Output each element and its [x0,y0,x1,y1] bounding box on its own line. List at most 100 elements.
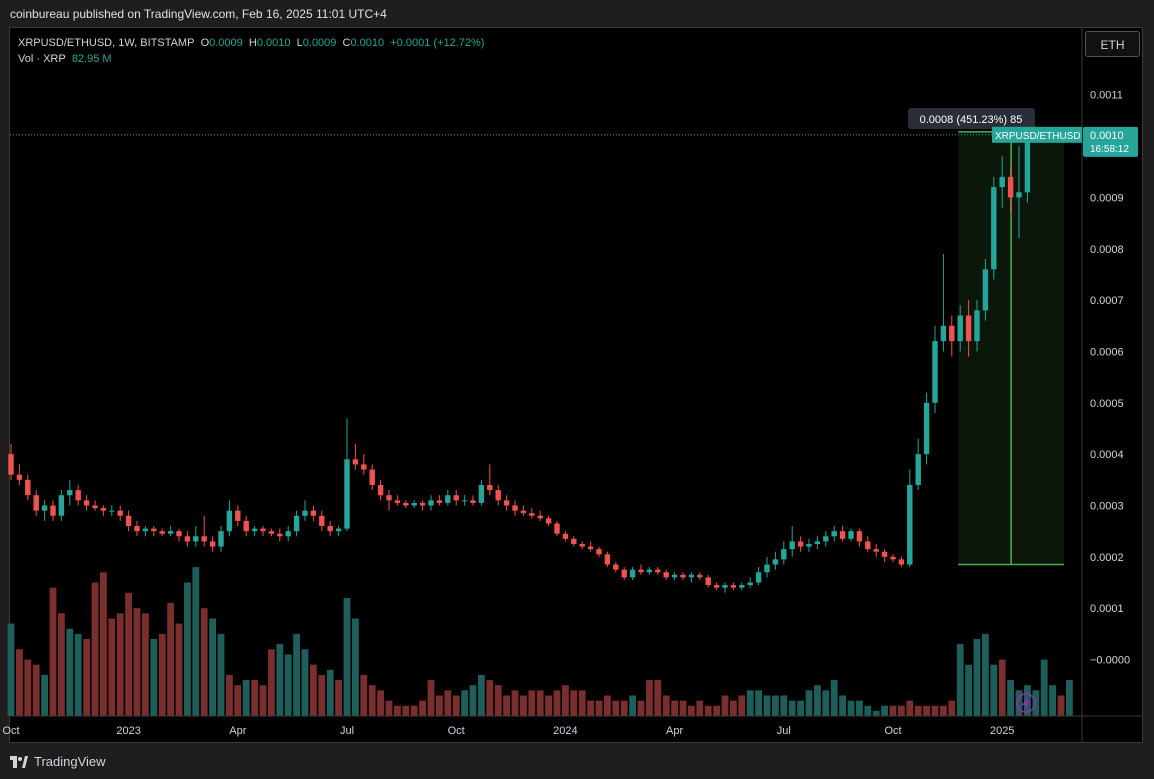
volume-bar [612,700,620,716]
volume-bar [1032,690,1040,716]
candle-body [327,526,333,532]
change-value: +0.0001 (+12.72%) [390,37,485,49]
volume-bar [217,633,225,716]
volume-bar [16,649,23,716]
candle-body [50,505,56,516]
volume-bar [746,690,754,716]
candle-body [1024,135,1031,193]
tradingview-logo[interactable]: TradingView [10,754,106,769]
price-tick-label: 0.0007 [1090,295,1124,307]
high-value: 0.0010 [256,37,291,49]
volume-bar [956,644,964,716]
volume-bar [461,690,468,716]
volume-bar [192,567,200,716]
volume-bar [100,572,107,716]
candle-body [814,541,821,544]
candle-body [856,531,863,542]
candle-body [386,495,392,501]
symbol-info[interactable]: XRPUSD/ETHUSD, 1W, BITSTAMP [18,37,195,49]
candle-body [554,523,560,534]
volume-bar [242,680,250,716]
volume-bar [427,680,435,716]
brand-name: TradingView [34,754,106,769]
volume-bar [49,587,57,716]
volume-bar [755,690,762,716]
volume-bar [973,638,981,716]
volume-bar [528,690,536,716]
candle-body [151,528,157,532]
time-tick-label: Jul [340,725,354,737]
volume-bar [864,705,872,716]
volume-label[interactable]: Vol · XRP [18,53,66,65]
volume-bar [570,690,578,716]
candle-body [226,510,233,532]
price-tick-label: 0.0002 [1090,552,1124,564]
candle-body [394,500,401,503]
price-tick-label: 0.0006 [1090,346,1124,358]
candle-body [789,541,795,550]
volume-bar [704,705,712,716]
candle-body [302,510,308,516]
candle-body [965,315,972,342]
candle-body [915,454,921,485]
volume-bar [1057,695,1065,716]
volume-bar [142,613,149,716]
candle-body [125,515,132,527]
time-tick-label: 2023 [116,725,140,737]
volume-bar [982,633,989,716]
volume-bar [1049,685,1056,716]
candle-body [747,582,753,586]
volume-bar [713,705,720,716]
candle-body [453,495,459,501]
candle-body [369,469,375,485]
volume-bar [520,695,527,716]
candle-body [75,490,81,501]
candle-body [487,484,493,491]
candle-body [881,551,888,557]
time-tick-label: Apr [666,725,683,737]
volume-bar [41,674,48,716]
volume-bar [578,690,586,716]
candle-body [478,484,485,503]
candle-body [739,585,745,588]
candle-body [319,515,325,527]
volume-bar [108,618,116,716]
candle-body [25,479,31,496]
candle-body [8,454,14,475]
candle-body [755,572,762,583]
close-value: 0.0010 [350,37,385,49]
publisher-text: coinbureau published on TradingView.com,… [10,7,387,21]
volume-line: Vol · XRP 82.95 M [18,51,484,67]
candle-body [361,464,367,470]
volume-bar [881,705,888,716]
volume-bar [377,690,384,716]
candle-body [176,531,182,537]
volume-bar [923,705,930,716]
candle-body [671,574,678,578]
volume-bar [721,695,729,716]
currency-button[interactable]: ETH [1085,31,1140,57]
price-tick-label: 0.0001 [1090,603,1124,615]
tradingview-logo-icon [10,755,28,768]
candle-body [848,531,854,539]
ohlc-line: XRPUSD/ETHUSD, 1W, BITSTAMP O0.0009 H0.0… [18,35,484,51]
volume-bar [1007,680,1014,716]
volume-bar [688,705,695,716]
candle-body [839,531,846,539]
volume-bar [595,700,603,716]
volume-bar [889,705,897,716]
candle-body [940,325,947,342]
volume-bar [646,680,653,716]
candle-body [100,508,107,511]
volume-bar [251,680,258,716]
candle-body [957,315,963,342]
volume-bar [116,613,124,716]
candle-body [184,536,191,542]
candle-body [579,544,585,547]
volume-bar [738,695,746,716]
time-tick-label: Oct [448,725,465,737]
candle-body [193,536,199,542]
volume-bar [436,695,443,716]
candle-body [621,569,627,578]
